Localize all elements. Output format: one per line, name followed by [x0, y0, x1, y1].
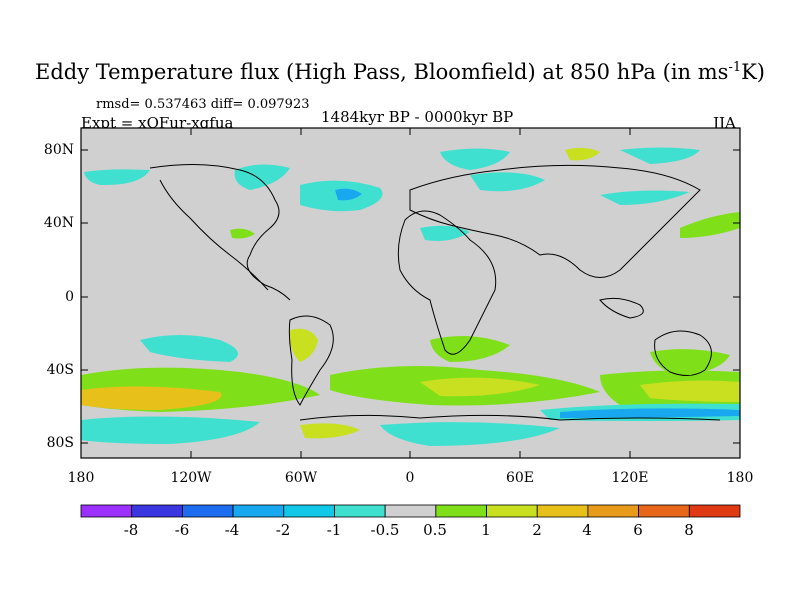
lon-label-0: 0 [405, 470, 415, 486]
colorbar-box [486, 504, 538, 518]
title-superscript: -1 [728, 60, 742, 75]
colorbar-label: -8 [123, 521, 139, 539]
stats-label: rmsd= 0.537463 diff= 0.097923 [96, 97, 310, 112]
colorbar-box [536, 504, 589, 518]
colorbar-label: -4 [224, 521, 240, 539]
coastlines [149, 163, 721, 421]
axis-ticks [81, 128, 740, 458]
lon-label-120e: 120E [611, 470, 649, 486]
colorbar-label: 2 [532, 521, 542, 539]
colorbar-box [232, 504, 285, 518]
colorbar-box [435, 504, 487, 518]
colorbar-label: 6 [633, 521, 643, 539]
anomaly-field [81, 147, 740, 446]
lat-label-80s: 80S [46, 435, 74, 451]
colorbar-box [688, 504, 741, 518]
map-title: Eddy Temperature flux (High Pass, Bloomf… [0, 60, 800, 84]
colorbar-label: 8 [684, 521, 694, 539]
lon-label-60w: 60W [284, 470, 318, 486]
lat-label-40s: 40S [46, 362, 74, 378]
colorbar-box [334, 504, 386, 518]
colorbar-label: 0.5 [423, 521, 447, 539]
period-label: 1484kyr BP - 0000kyr BP [321, 108, 514, 126]
colorbar-box [587, 504, 640, 518]
colorbar-label: -0.5 [370, 521, 400, 539]
colorbar-box [80, 504, 133, 518]
lat-label-40n: 40N [43, 215, 74, 231]
colorbar-box [638, 504, 690, 518]
colorbar-label: 1 [481, 521, 491, 539]
lon-label-180e: 180 [726, 470, 754, 486]
lon-label-180w: 180 [67, 470, 95, 486]
colorbar-label: -1 [326, 521, 342, 539]
colorbar-label: -2 [275, 521, 291, 539]
colorbar-box [181, 504, 234, 518]
lat-label-0: 0 [65, 289, 74, 305]
lat-label-80n: 80N [43, 142, 74, 158]
colorbar-box [283, 504, 335, 518]
colorbar-box [384, 504, 437, 518]
lon-label-120w: 120W [170, 470, 212, 486]
colorbar [80, 504, 741, 518]
colorbar-label: 4 [582, 521, 592, 539]
title-main: Eddy Temperature flux (High Pass, Bloomf… [34, 60, 729, 84]
title-end: K) [741, 60, 765, 84]
lon-label-60e: 60E [505, 470, 535, 486]
colorbar-box [131, 504, 183, 518]
colorbar-label: -6 [174, 521, 190, 539]
